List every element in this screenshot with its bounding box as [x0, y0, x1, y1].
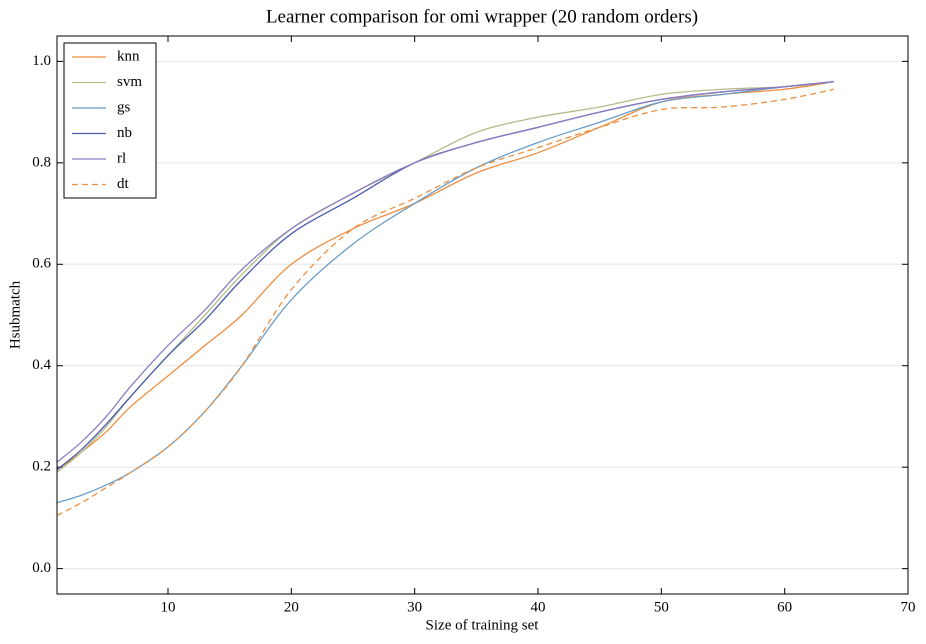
y-tick-label: 0.4 [32, 357, 51, 373]
y-tick-label: 0.8 [32, 154, 51, 170]
plot-frame [56, 35, 909, 595]
x-tick-label: 30 [407, 599, 422, 615]
series-line [56, 88, 835, 516]
x-tick-label: 10 [161, 599, 176, 615]
x-tick-label: 40 [531, 599, 546, 615]
y-tick-label: 0.2 [32, 459, 51, 475]
chart-title: Learner comparison for omi wrapper (20 r… [266, 6, 698, 27]
legend-label: svm [117, 74, 142, 90]
legend-label: gs [117, 99, 131, 115]
legend-box [63, 42, 157, 199]
y-tick-label: 0.0 [32, 560, 51, 576]
x-tick-label: 60 [777, 599, 792, 615]
legend-label: rl [117, 150, 126, 166]
legend-label: knn [117, 48, 140, 64]
y-tick-label: 1.0 [32, 53, 51, 69]
x-tick-label: 50 [654, 599, 669, 615]
y-tick-label: 0.6 [32, 256, 51, 272]
legend-label: nb [117, 125, 132, 141]
y-axis-label: Hsubmatch [7, 280, 23, 349]
x-tick-label: 70 [901, 599, 916, 615]
x-axis-label: Size of training set [426, 617, 540, 633]
series-line [56, 81, 835, 463]
legend-label: dt [117, 176, 130, 192]
x-tick-label: 20 [284, 599, 299, 615]
